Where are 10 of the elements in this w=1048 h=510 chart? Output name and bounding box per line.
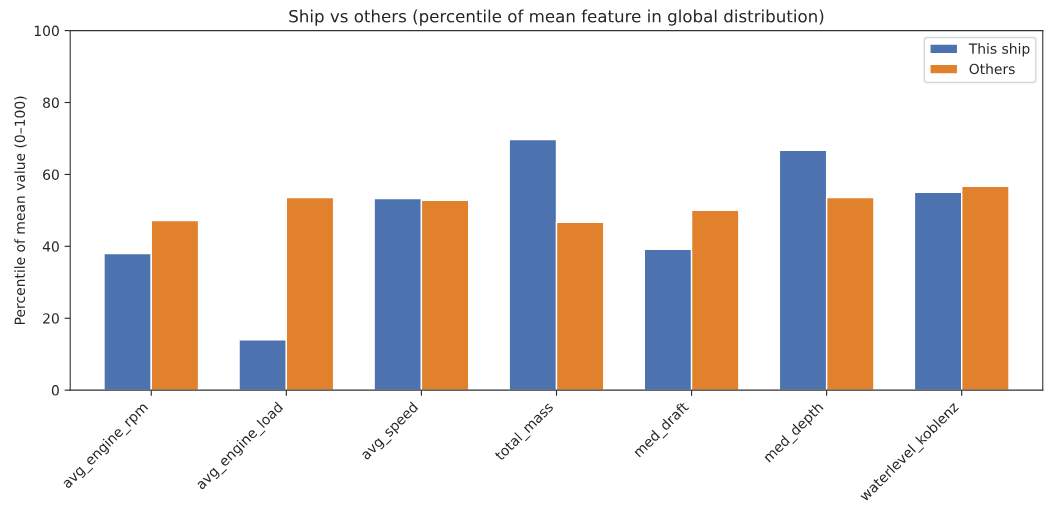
chart-title: Ship vs others (percentile of mean feature in global distribution) bbox=[289, 9, 824, 26]
y-tick-label: 60 bbox=[43, 169, 59, 180]
legend-label: This ship bbox=[968, 43, 1030, 57]
y-tick-label: 80 bbox=[43, 97, 59, 108]
y-tick-label: 0 bbox=[51, 385, 59, 396]
y-tick-label: 40 bbox=[42, 241, 59, 252]
y-axis-title: Percentile of mean value (0–100) bbox=[14, 96, 27, 325]
y-tick-label: 100 bbox=[34, 25, 59, 37]
y-tick-label: 20 bbox=[43, 313, 59, 324]
legend-label: Others bbox=[969, 63, 1015, 75]
